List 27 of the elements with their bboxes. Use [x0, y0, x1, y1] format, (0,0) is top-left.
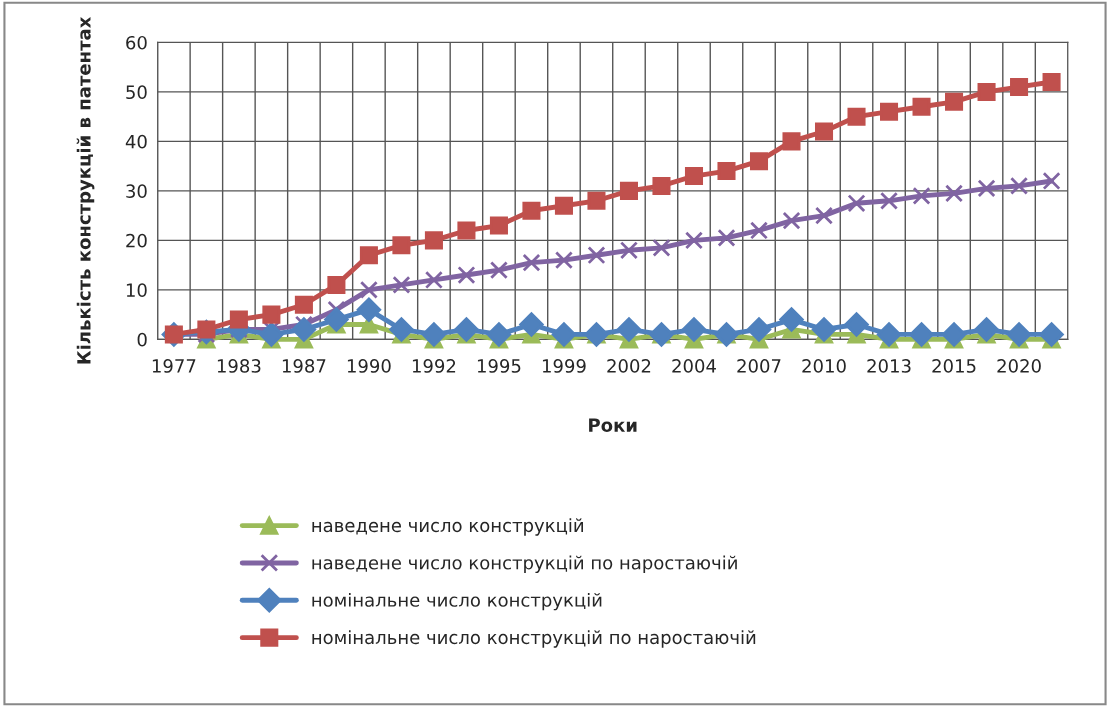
legend-label: наведене число конструкцій по наростаючій [312, 555, 737, 574]
x-tick-label: 2010 [802, 359, 846, 373]
x-tick-label: 2020 [997, 359, 1041, 373]
x-tick-label: 2015 [932, 359, 976, 373]
y-tick-label: 0 [137, 332, 147, 347]
x-tick-label: 2004 [672, 359, 716, 373]
y-tick-label: 30 [126, 184, 147, 199]
y-tick-label: 60 [126, 35, 147, 50]
x-axis-title: Роки [589, 418, 637, 432]
y-tick-label: 10 [126, 283, 147, 297]
legend-label: номінальне число конструкцій [312, 592, 602, 611]
legend-label: номінальне число конструкцій по наростаючій [312, 630, 756, 648]
legend-label: наведене число конструкцій [312, 518, 583, 536]
x-tick-label: 1977 [152, 359, 196, 373]
y-tick-label: 50 [126, 85, 147, 100]
x-tick-label: 1999 [542, 359, 586, 373]
y-axis-title: Кількість конструкцій в патентах [76, 16, 95, 364]
x-tick-label: 2007 [737, 359, 781, 373]
x-tick-label: 1990 [347, 359, 391, 373]
y-tick-label: 40 [125, 134, 147, 149]
x-tick-label: 1987 [282, 359, 326, 373]
x-tick-label: 2002 [607, 359, 651, 373]
y-tick-label: 20 [126, 233, 147, 248]
x-tick-label: 1995 [477, 359, 521, 373]
x-tick-label: 1983 [217, 359, 261, 373]
x-tick-label: 1992 [412, 359, 456, 373]
x-tick-label: 2013 [867, 359, 911, 373]
